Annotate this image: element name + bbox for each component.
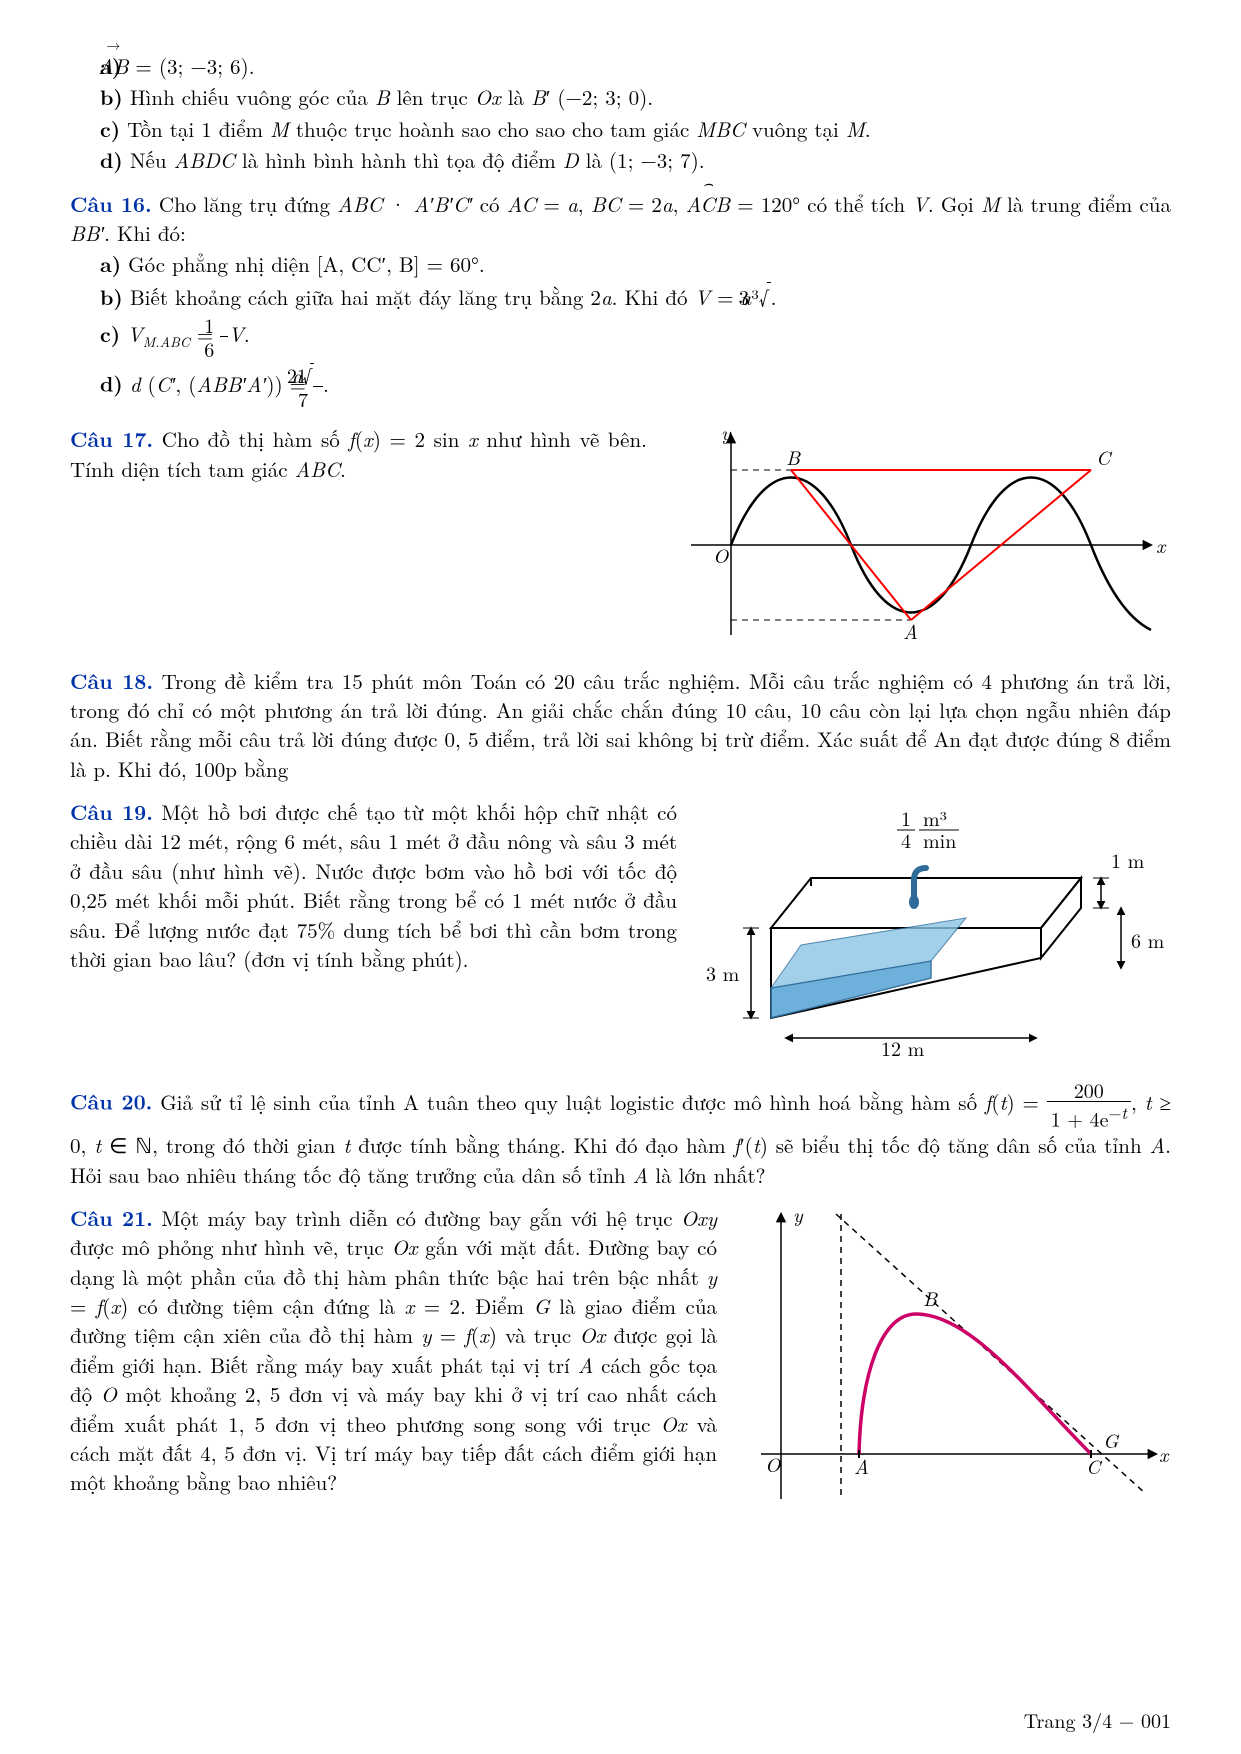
q19: Câu 19. Một hồ bơi được chế tạo từ một k…: [70, 798, 1171, 1065]
opt-label: c): [100, 114, 120, 144]
axis-x-label: x: [1156, 530, 1167, 559]
q20: Câu 20. Giả sử tỉ lệ sinh của tỉnh A tuâ…: [70, 1079, 1171, 1189]
q16-opt-c: c) VM.ABC = 16V.: [70, 314, 1171, 361]
pt-A: A: [903, 616, 918, 645]
q17: Câu 17. Cho đồ thị hàm số f(x) = 2 sin x…: [70, 425, 1171, 652]
q16-head: Câu 16.: [70, 189, 152, 219]
svg-text:C: C: [1086, 1451, 1103, 1480]
opt-text: AB = (3; −3; 6).: [128, 51, 254, 81]
q21: Câu 21. Một máy bay trình diễn có đường …: [70, 1204, 1171, 1521]
opt-label: a): [100, 249, 121, 279]
svg-text:G: G: [1103, 1425, 1120, 1454]
q18-text: Trong đề kiểm tra 15 phút môn Toán có 20…: [70, 666, 1171, 784]
q16-opt-a: a) Góc phẳng nhị diện [A, CC′, B] = 60°.: [70, 250, 1171, 279]
opt-text: Góc phẳng nhị diện [A, CC′, B] = 60°.: [128, 249, 485, 279]
q20-head: Câu 20.: [70, 1087, 152, 1117]
q19-text-col: Câu 19. Một hồ bơi được chế tạo từ một k…: [70, 798, 677, 974]
q15-opt-b: b) Hình chiếu vuông góc của B lên trục O…: [70, 83, 1171, 112]
q15-opt-c: c) Tồn tại 1 điểm M thuộc trục hoành sao…: [70, 115, 1171, 144]
q16-opt-b: b) Biết khoảng cách giữa hai mặt đáy lăn…: [70, 282, 1171, 312]
q19-figure: 1 4 m³ min 1 m: [701, 798, 1171, 1065]
svg-text:min: min: [923, 825, 956, 854]
q17-figure: y x O B C A: [671, 425, 1171, 652]
q18: Câu 18. Trong đề kiểm tra 15 phút môn To…: [70, 667, 1171, 785]
opt-label: b): [100, 82, 123, 112]
dim-6m: 6 m: [1131, 925, 1165, 954]
svg-text:x: x: [1159, 1439, 1170, 1468]
svg-text:B: B: [923, 1283, 938, 1312]
svg-text:O: O: [765, 1449, 781, 1478]
dim-1m: 1 m: [1111, 845, 1145, 874]
q17-head: Câu 17.: [70, 424, 153, 454]
q17-text: Cho đồ thị hàm số f(x) = 2 sin x như hìn…: [70, 424, 647, 483]
q16-text: Cho lăng trụ đứng ABC · A′B′C′ có AC = a…: [70, 189, 1171, 248]
q19-head: Câu 19.: [70, 797, 153, 827]
pt-B: B: [786, 442, 801, 471]
svg-text:4: 4: [901, 825, 911, 854]
opt-text: d (C′, (ABB′A′)) = a√217.: [130, 369, 329, 399]
q19-text: Một hồ bơi được chế tạo từ một khối hộp …: [70, 797, 677, 974]
pt-C: C: [1096, 442, 1113, 471]
q15-opt-a: a) AB = (3; −3; 6).: [70, 52, 1171, 81]
opt-label: c): [100, 319, 120, 349]
q16: Câu 16. Cho lăng trụ đứng ABC · A′B′C′ c…: [70, 190, 1171, 412]
sine-curve: [731, 478, 1151, 631]
q21-text-col: Câu 21. Một máy bay trình diễn có đường …: [70, 1204, 717, 1498]
opt-text: Biết khoảng cách giữa hai mặt đáy lăng t…: [130, 282, 777, 312]
svg-text:A: A: [854, 1451, 869, 1480]
opt-label: b): [100, 282, 123, 312]
opt-label: d): [100, 369, 123, 399]
page-footer: Trang 3/4 − 001: [1024, 1706, 1171, 1734]
q21-text: Một máy bay trình diễn có đường bay gắn …: [70, 1203, 717, 1498]
flight-curve: [859, 1314, 1091, 1454]
q16-opt-d: d) d (C′, (ABB′A′)) = a√217.: [70, 363, 1171, 411]
q20-text: Giả sử tỉ lệ sinh của tỉnh A tuân theo q…: [70, 1087, 1171, 1190]
opt-text: Hình chiếu vuông góc của B lên trục Ox l…: [130, 82, 653, 112]
axis-y-label: y: [721, 425, 732, 446]
q21-head: Câu 21.: [70, 1203, 153, 1233]
svg-text:y: y: [793, 1204, 804, 1228]
opt-text: Nếu ABDC là hình bình hành thì tọa độ đi…: [130, 145, 705, 175]
opt-label: d): [100, 145, 123, 175]
origin-label: O: [713, 540, 729, 569]
q18-head: Câu 18.: [70, 666, 153, 696]
q21-figure: O y x A B C G: [741, 1204, 1171, 1521]
dim-12m: 12 m: [881, 1033, 925, 1058]
opt-text: Tồn tại 1 điểm M thuộc trục hoành sao ch…: [127, 114, 870, 144]
q15-opt-d: d) Nếu ABDC là hình bình hành thì tọa độ…: [70, 146, 1171, 175]
dim-3m: 3 m: [706, 958, 740, 987]
opt-text: VM.ABC = 16V.: [127, 319, 250, 349]
q17-text-col: Câu 17. Cho đồ thị hàm số f(x) = 2 sin x…: [70, 425, 647, 484]
